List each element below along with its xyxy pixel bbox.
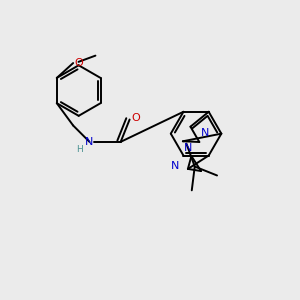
Text: H: H xyxy=(76,145,82,154)
Text: O: O xyxy=(131,113,140,123)
Text: N: N xyxy=(184,143,193,153)
Text: N: N xyxy=(171,161,179,171)
Text: N: N xyxy=(85,137,94,147)
Text: O: O xyxy=(75,58,83,68)
Text: N: N xyxy=(201,128,209,138)
